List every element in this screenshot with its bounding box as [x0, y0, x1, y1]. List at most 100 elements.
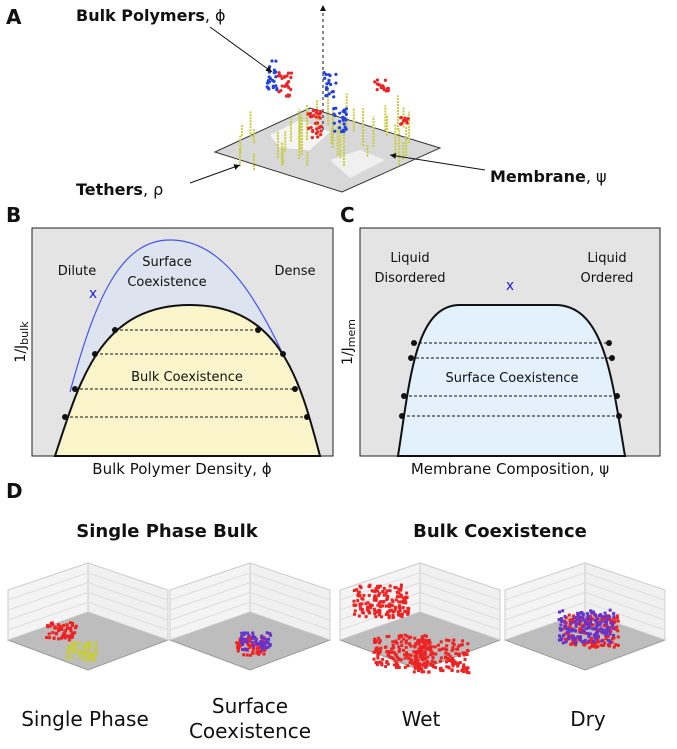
- polymer-bead: [277, 90, 280, 93]
- label-name: Bulk Polymers: [76, 6, 205, 25]
- bead: [451, 668, 454, 671]
- bead: [396, 642, 399, 645]
- bead: [74, 648, 77, 651]
- bead: [394, 606, 397, 609]
- bead: [84, 654, 87, 657]
- y-axis-label: 1/Jbulk: [13, 321, 31, 363]
- panel-letter: A: [6, 5, 22, 29]
- bead: [400, 586, 403, 589]
- bead: [559, 628, 562, 631]
- bead: [616, 616, 619, 619]
- polymer-bead: [310, 126, 313, 129]
- bead: [55, 632, 58, 635]
- bead: [445, 639, 448, 642]
- bead: [409, 636, 412, 639]
- bead: [428, 645, 431, 648]
- bead: [251, 651, 254, 654]
- bead: [49, 625, 52, 628]
- bead: [567, 630, 570, 633]
- bead: [466, 653, 469, 656]
- bead: [560, 638, 563, 641]
- bead: [568, 614, 571, 617]
- region-label: Liquid: [587, 251, 626, 266]
- bead: [565, 640, 568, 643]
- bead: [389, 589, 392, 592]
- polymer-bead: [287, 72, 290, 75]
- bead: [237, 650, 240, 653]
- bead: [376, 661, 379, 664]
- bead: [263, 641, 266, 644]
- bead: [421, 658, 424, 661]
- bead: [385, 605, 388, 608]
- region-label: Ordered: [581, 271, 634, 286]
- polymer-bead: [274, 60, 277, 63]
- polymer-bead: [333, 122, 336, 125]
- polymer-bead: [281, 84, 284, 87]
- bead: [419, 653, 422, 656]
- pointer: [190, 165, 240, 183]
- bead: [378, 641, 381, 644]
- bead: [577, 636, 580, 639]
- bead: [605, 619, 608, 622]
- bead: [353, 613, 356, 616]
- bead: [404, 601, 407, 604]
- polymer-bead: [342, 122, 345, 125]
- bead: [439, 667, 442, 670]
- bead: [460, 669, 463, 672]
- bead: [600, 639, 603, 642]
- label-symbol: , ϕ: [205, 6, 226, 25]
- bead: [582, 629, 585, 632]
- polymer-bead: [376, 78, 379, 81]
- bead: [420, 667, 423, 670]
- polymer-bead: [338, 126, 341, 129]
- bead: [577, 612, 580, 615]
- polymer-bead: [381, 86, 384, 89]
- bead: [466, 642, 469, 645]
- bead: [615, 625, 618, 628]
- polymer-bead: [279, 74, 282, 77]
- label: Membrane, ψ: [490, 167, 607, 186]
- bead: [361, 598, 364, 601]
- bead: [269, 634, 272, 637]
- bead: [562, 641, 565, 644]
- bead: [378, 609, 381, 612]
- bead: [417, 659, 420, 662]
- bead: [407, 607, 410, 610]
- bead: [395, 586, 398, 589]
- bead: [594, 645, 597, 648]
- bead: [87, 643, 90, 646]
- bead: [400, 641, 403, 644]
- region-label: Disordered: [374, 271, 445, 286]
- bead: [247, 644, 250, 647]
- polymer-bead: [316, 130, 319, 133]
- polymer-bead: [268, 65, 271, 68]
- bead: [359, 605, 362, 608]
- region-label: Surface: [142, 255, 192, 270]
- bead: [389, 584, 392, 587]
- bead: [437, 644, 440, 647]
- bead: [405, 639, 408, 642]
- bead: [390, 656, 393, 659]
- snapshot-label: Wet: [402, 707, 441, 731]
- label-symbol: , ψ: [586, 167, 607, 186]
- polymer-bead: [287, 86, 290, 89]
- bead: [440, 656, 443, 659]
- bead: [66, 623, 69, 626]
- bead: [376, 604, 379, 607]
- bead: [466, 649, 469, 652]
- bead: [586, 617, 589, 620]
- polymer-bead: [272, 80, 275, 83]
- bead: [353, 589, 356, 592]
- bead: [572, 638, 575, 641]
- snapshot-label: Surface: [212, 694, 288, 718]
- bead: [246, 654, 249, 657]
- bead: [70, 647, 73, 650]
- bead: [242, 637, 245, 640]
- bead: [434, 645, 437, 648]
- bead: [589, 632, 592, 635]
- bead: [604, 612, 607, 615]
- polymer-bead: [315, 115, 318, 118]
- bead: [585, 627, 588, 630]
- bead: [395, 598, 398, 601]
- bead: [558, 611, 561, 614]
